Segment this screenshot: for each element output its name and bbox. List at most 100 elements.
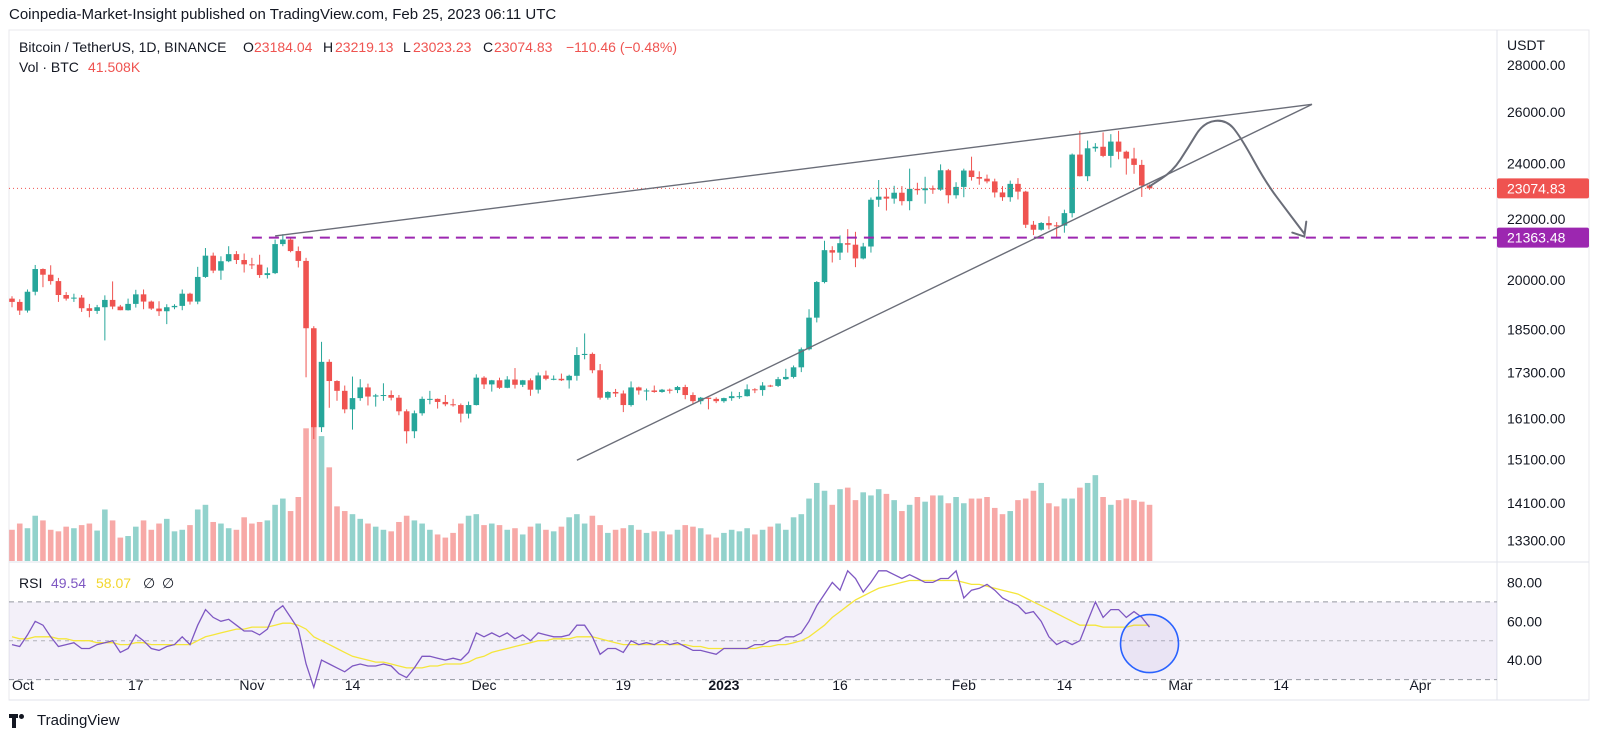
candle-body bbox=[976, 177, 983, 179]
candle-body bbox=[999, 192, 1006, 198]
candle-body bbox=[1038, 222, 1044, 230]
candle-body bbox=[133, 294, 139, 304]
volume-bar bbox=[125, 536, 131, 561]
price-tick-label: 26000.00 bbox=[1507, 104, 1566, 120]
volume-bar bbox=[349, 514, 356, 561]
legend-volume-label: Vol · BTC bbox=[19, 59, 79, 75]
publisher-caption: Coinpedia-Market-Insight published on Tr… bbox=[9, 6, 557, 23]
candle-body bbox=[233, 254, 240, 260]
volume-bar bbox=[512, 528, 518, 561]
volume-bar bbox=[388, 531, 394, 561]
candle-body bbox=[783, 376, 789, 380]
volume-bar bbox=[775, 523, 781, 561]
volume-bar bbox=[697, 528, 704, 561]
volume-bar bbox=[628, 525, 634, 561]
candle-body bbox=[519, 380, 526, 385]
volume-bar bbox=[875, 489, 882, 561]
candle-body bbox=[744, 389, 750, 397]
candle-body bbox=[349, 398, 356, 410]
candle-body bbox=[171, 305, 178, 308]
volume-bar bbox=[427, 529, 433, 561]
volume-bar bbox=[535, 523, 541, 561]
tradingview-logo[interactable]: TradingView bbox=[9, 712, 120, 729]
volume-bar bbox=[496, 525, 503, 561]
price-tick-label: 17300.00 bbox=[1507, 364, 1566, 380]
volume-bar bbox=[40, 520, 46, 561]
volume-bar bbox=[287, 511, 294, 561]
candle-body bbox=[473, 377, 480, 406]
upper-trendline bbox=[275, 103, 1313, 237]
candle-body bbox=[1084, 148, 1091, 177]
current-price-badge bbox=[1497, 178, 1589, 199]
volume-bar bbox=[280, 498, 286, 561]
volume-bar bbox=[899, 511, 905, 561]
axes: 28000.00 26000.00 24000.00 22000.00 20000.00… bbox=[12, 57, 1566, 693]
candle-body bbox=[63, 295, 69, 299]
volume-bar bbox=[504, 529, 511, 561]
candle-body bbox=[775, 379, 781, 386]
candle-body bbox=[1046, 222, 1052, 226]
candle-body bbox=[612, 391, 619, 394]
legend-low-value: 23023.23 bbox=[413, 39, 472, 55]
candle-body bbox=[109, 299, 116, 307]
candle-body bbox=[388, 395, 394, 398]
volume-bar bbox=[225, 528, 232, 561]
candle-body bbox=[496, 380, 503, 388]
volume-bar bbox=[1084, 482, 1091, 561]
candle-body bbox=[272, 244, 278, 274]
candle-body bbox=[767, 385, 774, 387]
volume-bar bbox=[589, 515, 596, 561]
candle-body bbox=[1022, 191, 1029, 225]
volume-bar bbox=[806, 498, 812, 561]
candle-body bbox=[961, 170, 967, 187]
candle-body bbox=[249, 264, 255, 266]
volume-bar bbox=[380, 529, 387, 561]
rsi-tick-label: 40.00 bbox=[1507, 652, 1542, 668]
time-tick-label: 14 bbox=[1057, 677, 1073, 693]
candle-body bbox=[891, 192, 897, 199]
volume-bar bbox=[55, 531, 62, 561]
volume-bar bbox=[612, 529, 619, 561]
volume-bar bbox=[713, 537, 719, 561]
candle-body bbox=[968, 170, 975, 178]
candle-body bbox=[163, 307, 170, 312]
candle-body bbox=[860, 246, 866, 259]
candle-body bbox=[102, 299, 108, 308]
volume-bar bbox=[1053, 506, 1060, 561]
candle-body bbox=[1015, 183, 1021, 192]
volume-bar bbox=[311, 401, 317, 561]
volume-bar bbox=[620, 528, 627, 561]
tradingview-brand: TradingView bbox=[37, 712, 120, 729]
candle-body bbox=[852, 244, 859, 259]
candle-body bbox=[24, 291, 31, 311]
volume-bar bbox=[1100, 497, 1106, 561]
volume-bar bbox=[233, 529, 240, 561]
legend-low-label: L bbox=[403, 39, 411, 55]
candle-body bbox=[1069, 154, 1075, 214]
volume-bar bbox=[883, 493, 890, 561]
volume-bar bbox=[968, 498, 975, 561]
candle-body bbox=[597, 370, 603, 398]
candle-body bbox=[759, 385, 766, 391]
legend-close-value: 23074.83 bbox=[494, 39, 553, 55]
volume-bar bbox=[187, 525, 193, 561]
volume-bar bbox=[1138, 501, 1145, 561]
time-tick-label: 17 bbox=[128, 677, 144, 693]
candle-body bbox=[450, 404, 456, 406]
volume-bar bbox=[434, 534, 441, 561]
candle-body bbox=[1108, 141, 1114, 156]
candle-body bbox=[558, 378, 565, 381]
rsi-label: RSI bbox=[19, 575, 42, 591]
current-price-label: 23074.83 bbox=[1507, 180, 1566, 196]
volume-bar bbox=[922, 501, 928, 561]
volume-bar bbox=[937, 495, 944, 561]
rsi-line bbox=[11, 569, 1151, 690]
legend-high-value: 23219.13 bbox=[335, 39, 394, 55]
volume-bar bbox=[976, 498, 983, 561]
volume-bar bbox=[1069, 498, 1075, 561]
volume-bar bbox=[264, 520, 271, 561]
candle-body bbox=[32, 269, 39, 292]
volume-bar bbox=[844, 487, 851, 561]
candle-body bbox=[844, 243, 851, 245]
